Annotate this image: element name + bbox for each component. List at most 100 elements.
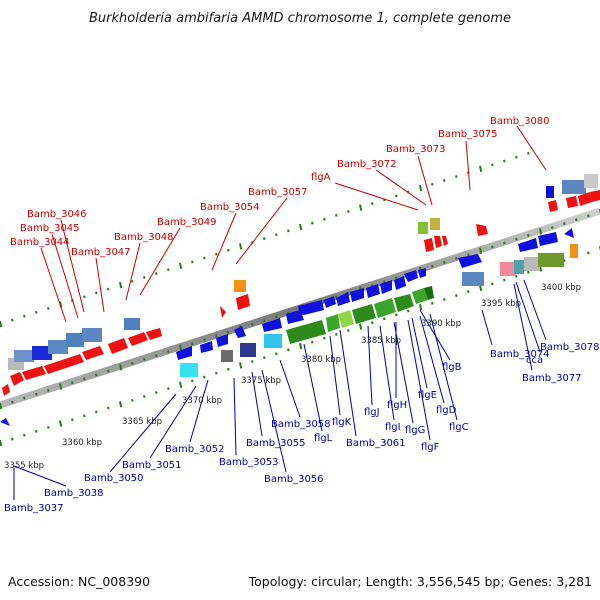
gene-arrow bbox=[262, 318, 282, 332]
gene-arrow bbox=[82, 346, 104, 360]
scale-tick bbox=[263, 356, 266, 360]
scale-tick bbox=[95, 373, 98, 377]
scale-tick bbox=[179, 262, 183, 269]
scale-labels: 3355 kbp 3360 kbp 3365 kbp 3370 kbp 3375… bbox=[4, 283, 581, 471]
callout-line bbox=[429, 313, 458, 421]
gene-feature bbox=[500, 262, 516, 276]
scale-tick bbox=[503, 241, 506, 245]
gene-label: flgC bbox=[449, 422, 469, 433]
scale-tick bbox=[71, 418, 74, 422]
scale-label: 3355 kbp bbox=[4, 461, 44, 471]
gene-label: flgL bbox=[314, 433, 333, 444]
gene-arrow bbox=[236, 294, 250, 310]
callout-line bbox=[261, 369, 287, 473]
gene-cluster-left bbox=[2, 318, 162, 396]
scale-tick bbox=[155, 272, 158, 276]
scale-tick bbox=[179, 344, 183, 351]
top-gene-labels: Bamb_3080 Bamb_3075 Bamb_3073 Bamb_3072 … bbox=[10, 116, 550, 258]
gene-label: Bamb_3057 bbox=[248, 187, 308, 198]
scale-tick bbox=[263, 319, 266, 323]
scale-tick bbox=[443, 260, 446, 264]
scale-tick bbox=[395, 194, 398, 198]
gene-label: Bamb_3080 bbox=[490, 116, 550, 127]
gene-cluster-right bbox=[0, 174, 600, 426]
scale-label: 3385 kbp bbox=[361, 336, 401, 346]
scale-tick bbox=[323, 299, 326, 303]
scale-tick bbox=[0, 439, 3, 447]
scale-tick bbox=[239, 243, 243, 250]
scale-tick bbox=[419, 304, 423, 311]
scale-tick bbox=[287, 229, 290, 233]
scale-tick bbox=[479, 165, 483, 172]
scale-tick bbox=[191, 260, 194, 264]
operon-segment bbox=[394, 294, 414, 312]
scale-tick bbox=[11, 400, 14, 404]
scale-label: 3400 kbp bbox=[541, 283, 581, 293]
gene-feature bbox=[430, 218, 440, 230]
gene-feature bbox=[514, 260, 524, 274]
gene-label: Bamb_3058 bbox=[271, 419, 331, 430]
scale-tick bbox=[71, 381, 74, 385]
scale-tick bbox=[359, 204, 363, 211]
scale-tick bbox=[203, 338, 206, 342]
operon-segment bbox=[326, 314, 340, 332]
scale-tick bbox=[47, 389, 50, 392]
scale-tick bbox=[23, 396, 26, 400]
gene-label: flgB bbox=[442, 362, 462, 373]
scale-label: 3365 kbp bbox=[122, 417, 162, 427]
gene-arrow bbox=[404, 270, 418, 282]
scale-label: 3390 kbp bbox=[421, 319, 461, 329]
gene-arrow bbox=[146, 328, 162, 340]
gene-label: flgK bbox=[332, 417, 352, 428]
scale-tick bbox=[47, 426, 50, 429]
gene-arrow bbox=[590, 190, 600, 202]
callout-line bbox=[233, 377, 237, 456]
gene-arrow bbox=[458, 254, 482, 268]
scale-tick bbox=[0, 402, 3, 410]
scale-tick bbox=[155, 354, 158, 358]
scale-tick bbox=[323, 217, 326, 221]
scale-label: 3370 kbp bbox=[182, 396, 222, 406]
scale-tick bbox=[239, 362, 243, 369]
gene-arrow bbox=[424, 238, 434, 252]
bottom-gene-labels: flgB flgE flgD flgC flgH flgJ flgG flgI … bbox=[4, 342, 600, 514]
scale-tick bbox=[467, 253, 470, 257]
scale-tick bbox=[347, 210, 350, 213]
gene-arrow bbox=[578, 192, 592, 206]
scale-tick bbox=[491, 245, 494, 249]
gene-arrow bbox=[564, 228, 574, 238]
callout-line bbox=[189, 379, 209, 443]
scale-tick bbox=[227, 248, 230, 252]
gene-cluster-middle-left bbox=[176, 280, 256, 377]
gene-arrow bbox=[394, 276, 406, 290]
scale-tick bbox=[443, 297, 446, 301]
callout-line bbox=[407, 319, 431, 441]
gene-feature bbox=[14, 350, 34, 362]
scale-tick bbox=[383, 317, 386, 321]
scale-label: 3380 kbp bbox=[301, 355, 341, 365]
gene-arrow bbox=[518, 238, 538, 252]
scale-tick bbox=[275, 233, 278, 237]
callout-line bbox=[251, 371, 263, 437]
gene-label: Bamb_3045 bbox=[20, 223, 80, 234]
callout-lines bbox=[13, 125, 547, 500]
callout-line bbox=[303, 343, 323, 432]
gene-label: Bamb_3049 bbox=[157, 217, 217, 228]
gene-arrow bbox=[298, 300, 324, 316]
scale-tick bbox=[395, 276, 398, 280]
gene-label: Bamb_3046 bbox=[27, 209, 87, 220]
gene-label: flgD bbox=[436, 405, 457, 416]
gene-arrow bbox=[220, 306, 226, 318]
scale-tick bbox=[311, 340, 314, 344]
scale-tick bbox=[107, 369, 110, 373]
gene-label: flgH bbox=[387, 400, 407, 411]
scale-tick bbox=[203, 375, 206, 379]
gene-label: flgG bbox=[405, 425, 425, 436]
gene-feature bbox=[562, 180, 586, 194]
callout-line bbox=[40, 247, 67, 323]
gene-feature bbox=[221, 350, 233, 362]
callout-line bbox=[60, 219, 85, 313]
gene-arrow bbox=[442, 236, 448, 246]
operon-segment bbox=[286, 320, 326, 344]
scale-tick bbox=[275, 352, 278, 356]
